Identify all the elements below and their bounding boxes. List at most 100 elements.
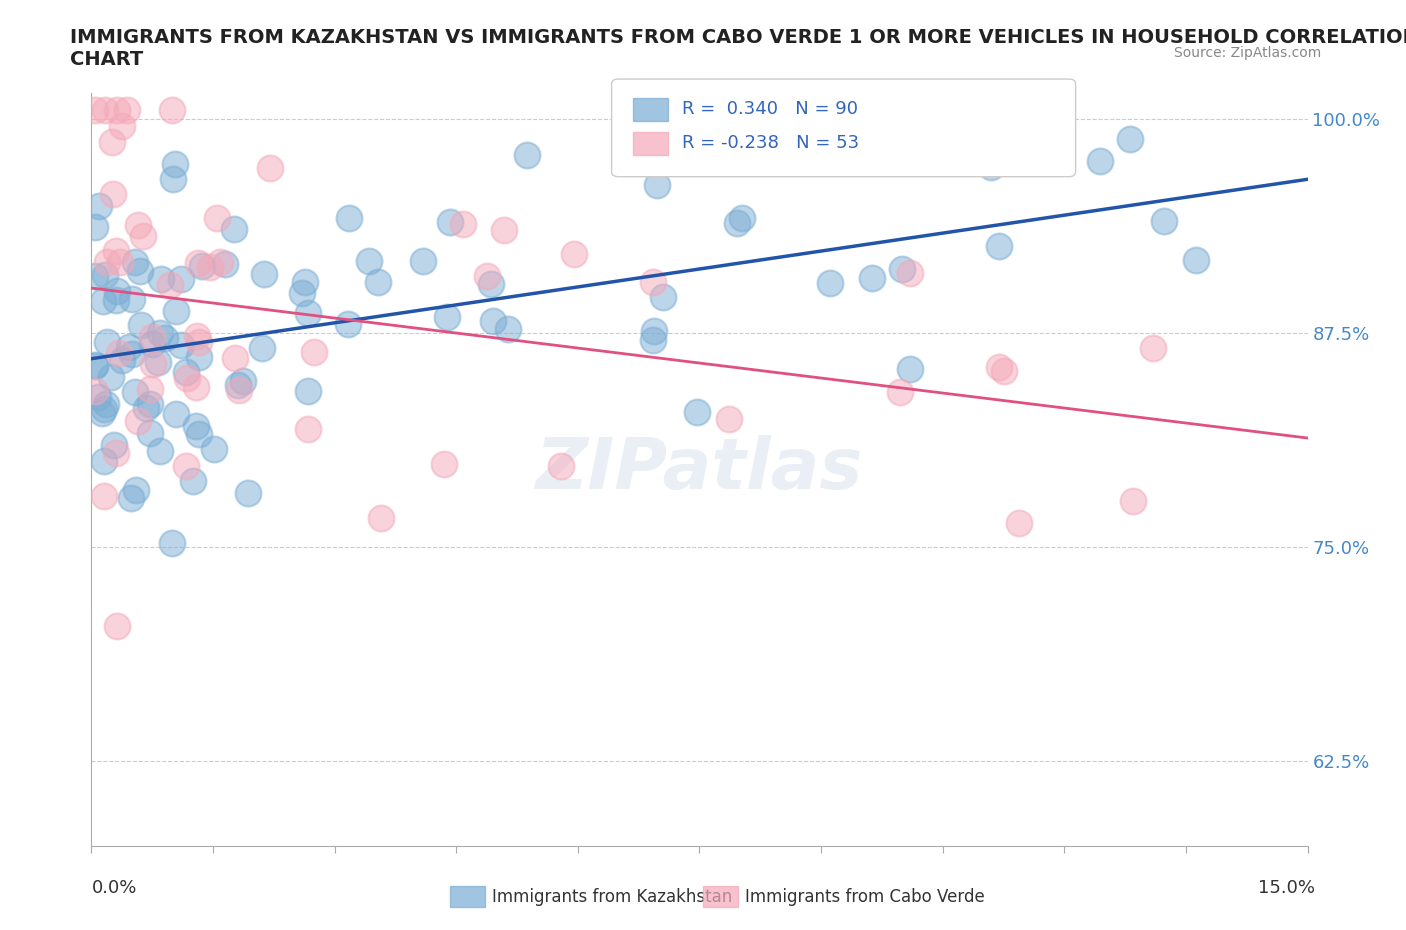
Point [202,441,225,456]
Point [647,178,669,193]
Point [550,458,572,473]
Point [108,254,131,269]
Point [149,444,172,458]
Point [643,324,665,339]
Point [149,326,172,340]
Point [188,350,211,365]
Point [226,378,249,392]
Point [184,418,207,433]
Point [436,310,458,325]
Point [250,340,273,355]
Point [105,284,128,299]
Point [108,346,131,361]
Text: IMMIGRANTS FROM KAZAKHSTAN VS IMMIGRANTS FROM CABO VERDE 1 OR MORE VEHICLES IN H: IMMIGRANTS FROM KAZAKHSTAN VS IMMIGRANTS… [70,28,1406,69]
Point [186,379,208,394]
Point [481,313,503,328]
Point [127,218,149,232]
Point [165,303,187,318]
Point [125,483,148,498]
Point [93,102,115,117]
Point [170,272,193,286]
Text: Immigrants from Kazakhstan: Immigrants from Kazakhstan [492,887,733,906]
Point [889,384,911,399]
Point [451,217,474,232]
Point [96,334,118,349]
Point [898,265,921,280]
Point [93,402,115,417]
Point [135,400,157,415]
Point [146,355,169,370]
Point [224,221,246,236]
Point [96,255,118,270]
Point [160,102,183,117]
Point [159,278,181,293]
Point [153,331,176,346]
Point [208,255,231,270]
Point [643,332,665,347]
Point [181,473,204,488]
Point [297,384,319,399]
Point [898,361,921,376]
Point [685,405,707,419]
Point [111,119,134,134]
Text: ZIPatlas: ZIPatlas [536,435,863,504]
Point [302,345,325,360]
Point [84,102,107,117]
Point [238,485,260,500]
Point [562,246,585,261]
Point [105,618,128,633]
Point [1008,516,1031,531]
Point [105,102,128,117]
Text: R = -0.238   N = 53: R = -0.238 N = 53 [682,134,859,153]
Point [412,254,434,269]
Text: Source: ZipAtlas.com: Source: ZipAtlas.com [1174,46,1322,60]
Point [1122,494,1144,509]
Point [1142,340,1164,355]
Point [1153,213,1175,228]
Point [121,292,143,307]
Point [228,383,250,398]
Point [297,422,319,437]
Point [103,437,125,452]
Point [186,328,208,343]
Point [187,335,209,350]
Point [479,277,502,292]
Point [731,211,754,226]
Point [988,359,1011,374]
Point [139,397,162,412]
Point [643,274,665,289]
Point [336,317,359,332]
Point [84,383,107,398]
Point [214,257,236,272]
Point [124,384,146,399]
Point [93,454,115,469]
Point [433,457,456,472]
Point [800,129,823,144]
Point [176,365,198,379]
Point [205,210,228,225]
Point [127,414,149,429]
Point [191,259,214,273]
Point [121,347,143,362]
Point [988,239,1011,254]
Point [1088,153,1111,168]
Point [84,358,107,373]
Point [725,215,748,230]
Point [1119,131,1142,146]
Text: Immigrants from Cabo Verde: Immigrants from Cabo Verde [745,887,986,906]
Point [297,305,319,320]
Point [980,160,1002,175]
Point [516,147,538,162]
Point [142,356,165,371]
Point [359,254,381,269]
Text: 15.0%: 15.0% [1257,879,1315,897]
Point [100,369,122,384]
Point [477,268,499,283]
Text: R =  0.340   N = 90: R = 0.340 N = 90 [682,100,858,118]
Point [93,489,115,504]
Point [139,425,162,440]
Point [891,262,914,277]
Point [129,318,152,333]
Point [91,294,114,309]
Point [120,490,142,505]
